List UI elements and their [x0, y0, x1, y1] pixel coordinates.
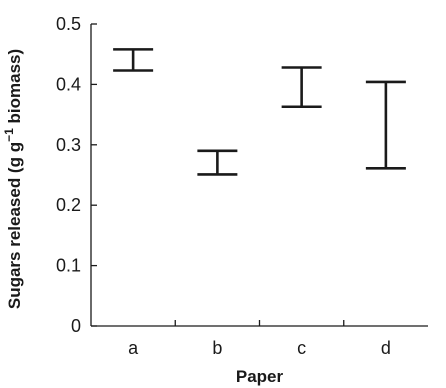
y-tick-label: 0 [71, 316, 81, 336]
y-axis-title: Sugars released (g g−1 biomass) [2, 49, 24, 309]
error-bars [113, 48, 406, 176]
error-bar-c [281, 66, 322, 109]
y-tick-label: 0.4 [56, 74, 81, 94]
error-bar-b [197, 149, 238, 176]
y-tick-label: 0.2 [56, 195, 81, 215]
y-tick-label: 0.5 [56, 14, 81, 34]
x-tick-label: c [297, 338, 306, 358]
x-axis-title: Paper [236, 367, 284, 386]
y-axis-title-main: Sugars released (g g [5, 142, 24, 309]
x-ticks: a b c d [128, 320, 391, 358]
error-bar-a [113, 48, 154, 72]
y-axis-title-superscript: −1 [2, 128, 16, 142]
error-bar-d [365, 80, 406, 170]
y-tick-label: 0.3 [56, 135, 81, 155]
x-tick-label: a [128, 338, 139, 358]
y-tick-label: 0.1 [56, 256, 81, 276]
x-tick-label: b [212, 338, 222, 358]
x-tick-label: d [381, 338, 391, 358]
y-axis-title-suffix: biomass) [5, 49, 24, 128]
y-ticks: 0 0.1 0.2 0.3 0.4 0.5 [56, 14, 97, 336]
